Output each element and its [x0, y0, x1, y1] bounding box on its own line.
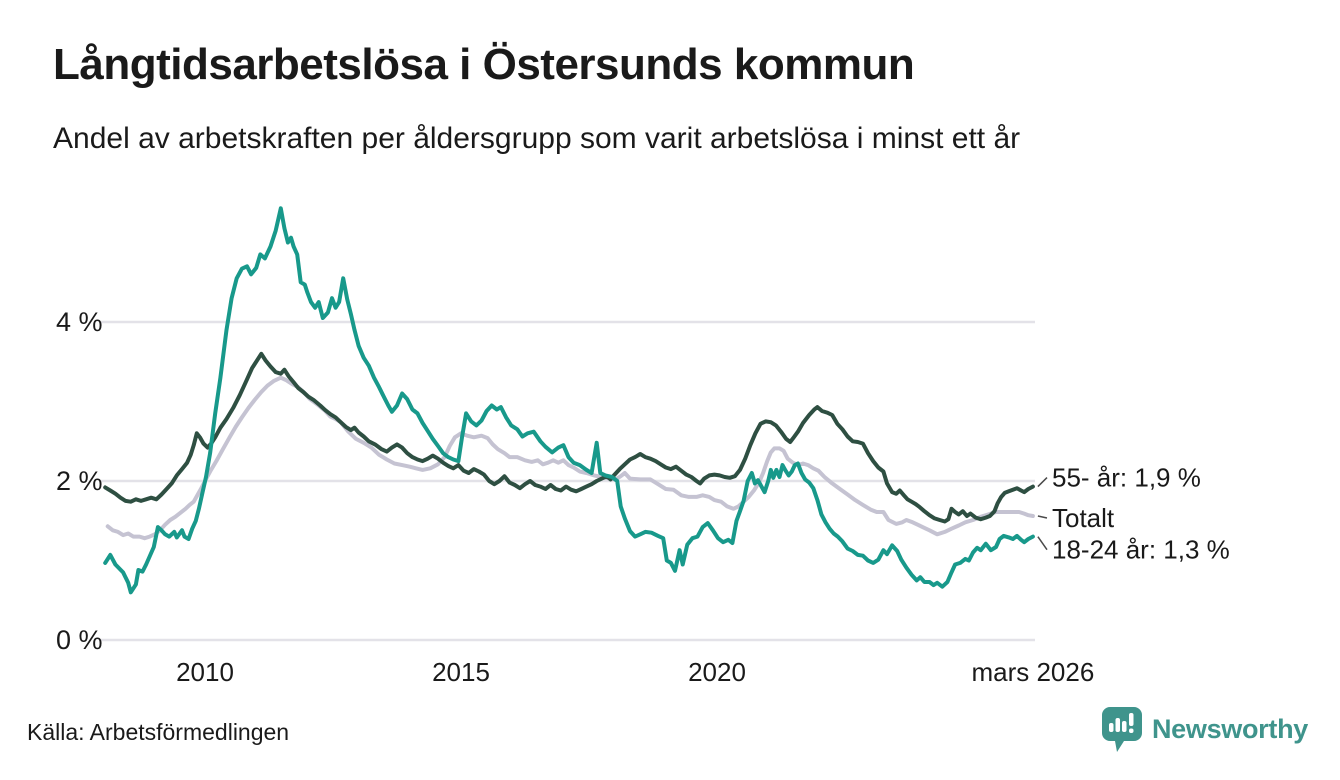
label-connector: [1037, 515, 1048, 519]
series-line-55-r: [103, 351, 1035, 524]
bar-chart-bar: [1108, 723, 1114, 732]
exclamation-dot: [1128, 728, 1134, 733]
series-end-label: 18-24 år: 1,3 %: [1052, 535, 1230, 565]
series-end-label: Totalt: [1052, 503, 1115, 533]
series-line-totalt: [105, 375, 1035, 541]
x-tick-label: 2015: [432, 657, 490, 687]
x-tick-label: mars 2026: [971, 657, 1094, 687]
bar-chart-bar: [1115, 718, 1120, 732]
newsworthy-brand: Newsworthy: [1101, 706, 1308, 753]
x-tick-label: 2010: [176, 657, 234, 687]
y-tick-label: 0 %: [56, 625, 103, 655]
exclamation-bar: [1128, 713, 1134, 726]
label-connector: [1037, 477, 1048, 488]
page-title: Långtidsarbetslösa i Östersunds kommun: [53, 40, 915, 89]
series-end-label: 55- år: 1,9 %: [1052, 463, 1201, 493]
bar-chart-bar: [1121, 721, 1127, 732]
series-line-18-24-r: [103, 206, 1035, 595]
y-tick-label: 4 %: [56, 307, 103, 337]
y-tick-label: 2 %: [56, 466, 103, 496]
brand-name: Newsworthy: [1151, 714, 1308, 744]
x-tick-label: 2020: [688, 657, 746, 687]
newsworthy-logo-icon: [1101, 707, 1142, 752]
label-connector: [1037, 536, 1048, 551]
page-subtitle: Andel av arbetskraften per åldersgrupp s…: [53, 122, 1021, 155]
source-note: Källa: Arbetsförmedlingen: [27, 719, 290, 745]
